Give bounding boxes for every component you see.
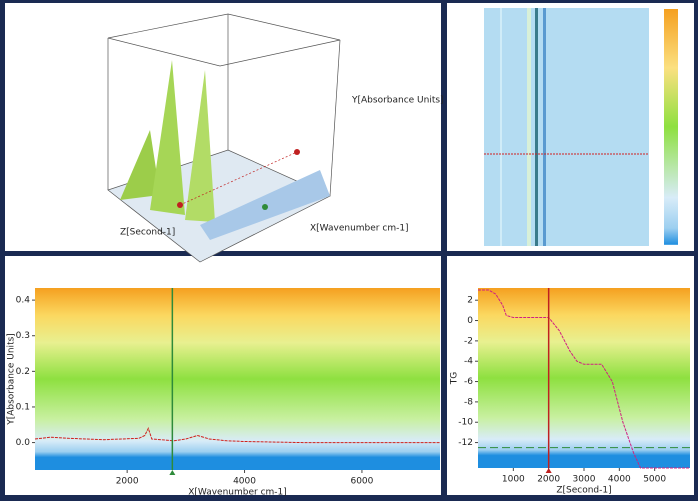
y-tick-label: 0.3 bbox=[16, 331, 30, 341]
x-tick-label: 1000 bbox=[502, 475, 525, 485]
heatmap bbox=[484, 8, 678, 246]
y-tick-label: 0 bbox=[467, 316, 473, 326]
app-window: X[Wavenumber cm-1] Z[Second-1] Y[Absorba… bbox=[0, 0, 698, 497]
y-tick-label: 0.2 bbox=[16, 367, 30, 377]
x-tick-label: 6000 bbox=[350, 477, 373, 487]
x-tick-label: 4000 bbox=[233, 477, 256, 487]
x-axis-label: X[Wavenumber cm-1] bbox=[188, 488, 287, 498]
y-axis-label: Y[Absorbance Units] bbox=[351, 96, 444, 106]
x-tick-label: 3000 bbox=[573, 475, 596, 485]
x-axis-label: Z[Second-1] bbox=[556, 486, 611, 496]
y-tick-label: 0.4 bbox=[16, 296, 31, 306]
y-tick-label: -10 bbox=[458, 418, 473, 428]
y-tick-label: -2 bbox=[464, 336, 473, 346]
y-tick-label: -8 bbox=[464, 397, 473, 407]
y-tick-label: 0.1 bbox=[16, 402, 30, 412]
x-tick-label: 2000 bbox=[116, 477, 139, 487]
x-axis-label: X[Wavenumber cm-1] bbox=[310, 224, 409, 234]
y-tick-label: -12 bbox=[458, 438, 473, 448]
x-tick-label: 4000 bbox=[608, 475, 631, 485]
y-axis-label: TG bbox=[450, 372, 460, 385]
y-tick-label: -4 bbox=[464, 357, 473, 367]
x-tick-label: 5000 bbox=[643, 475, 666, 485]
y-tick-label: 0.0 bbox=[16, 438, 31, 448]
z-axis-label: Z[Second-1] bbox=[120, 228, 175, 238]
x-tick-label: 2000 bbox=[537, 475, 560, 485]
y-tick-label: -6 bbox=[464, 377, 473, 387]
y-axis-label: Y[Absorbance Units] bbox=[7, 333, 17, 426]
plot-area bbox=[478, 288, 690, 468]
y-tick-label: 2 bbox=[467, 296, 473, 306]
